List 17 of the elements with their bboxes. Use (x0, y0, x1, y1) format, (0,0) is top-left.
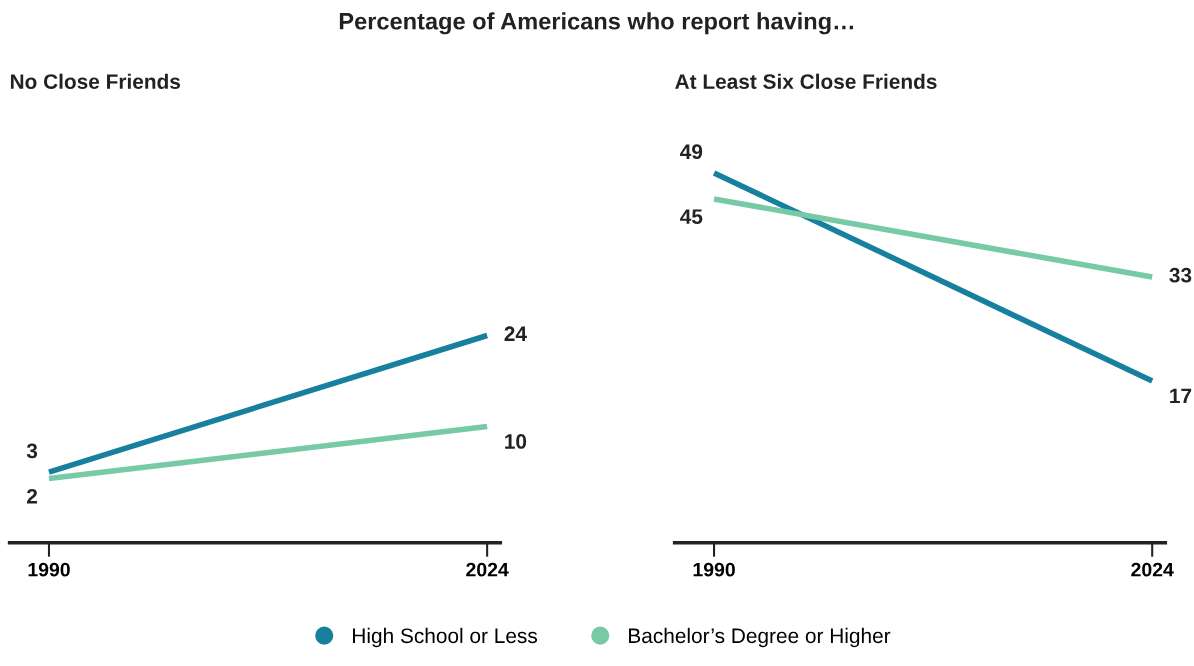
data-label: 3 (26, 443, 38, 459)
data-label: 45 (680, 209, 703, 224)
chart-title: No Close Friends (10, 73, 181, 89)
chart-title: At Least Six Close Friends (675, 73, 937, 89)
x-tick-label: 1990 (28, 562, 70, 577)
data-label: 33 (1169, 267, 1192, 283)
data-label: 49 (680, 144, 703, 160)
data-label: 10 (505, 434, 527, 449)
legend-label: High School or Less (353, 627, 538, 648)
data-label: 2 (27, 488, 38, 504)
text: Percentage of Americans who report having… (339, 12, 854, 35)
x-tick-label: 2024 (1131, 562, 1174, 577)
x-tick-label: 2024 (466, 562, 509, 577)
data-label: 24 (504, 326, 527, 341)
data-label: 17 (1170, 388, 1192, 404)
x-tick-label: 1990 (693, 562, 735, 577)
legend-label: Bachelor’s Degree or Higher (629, 627, 891, 648)
